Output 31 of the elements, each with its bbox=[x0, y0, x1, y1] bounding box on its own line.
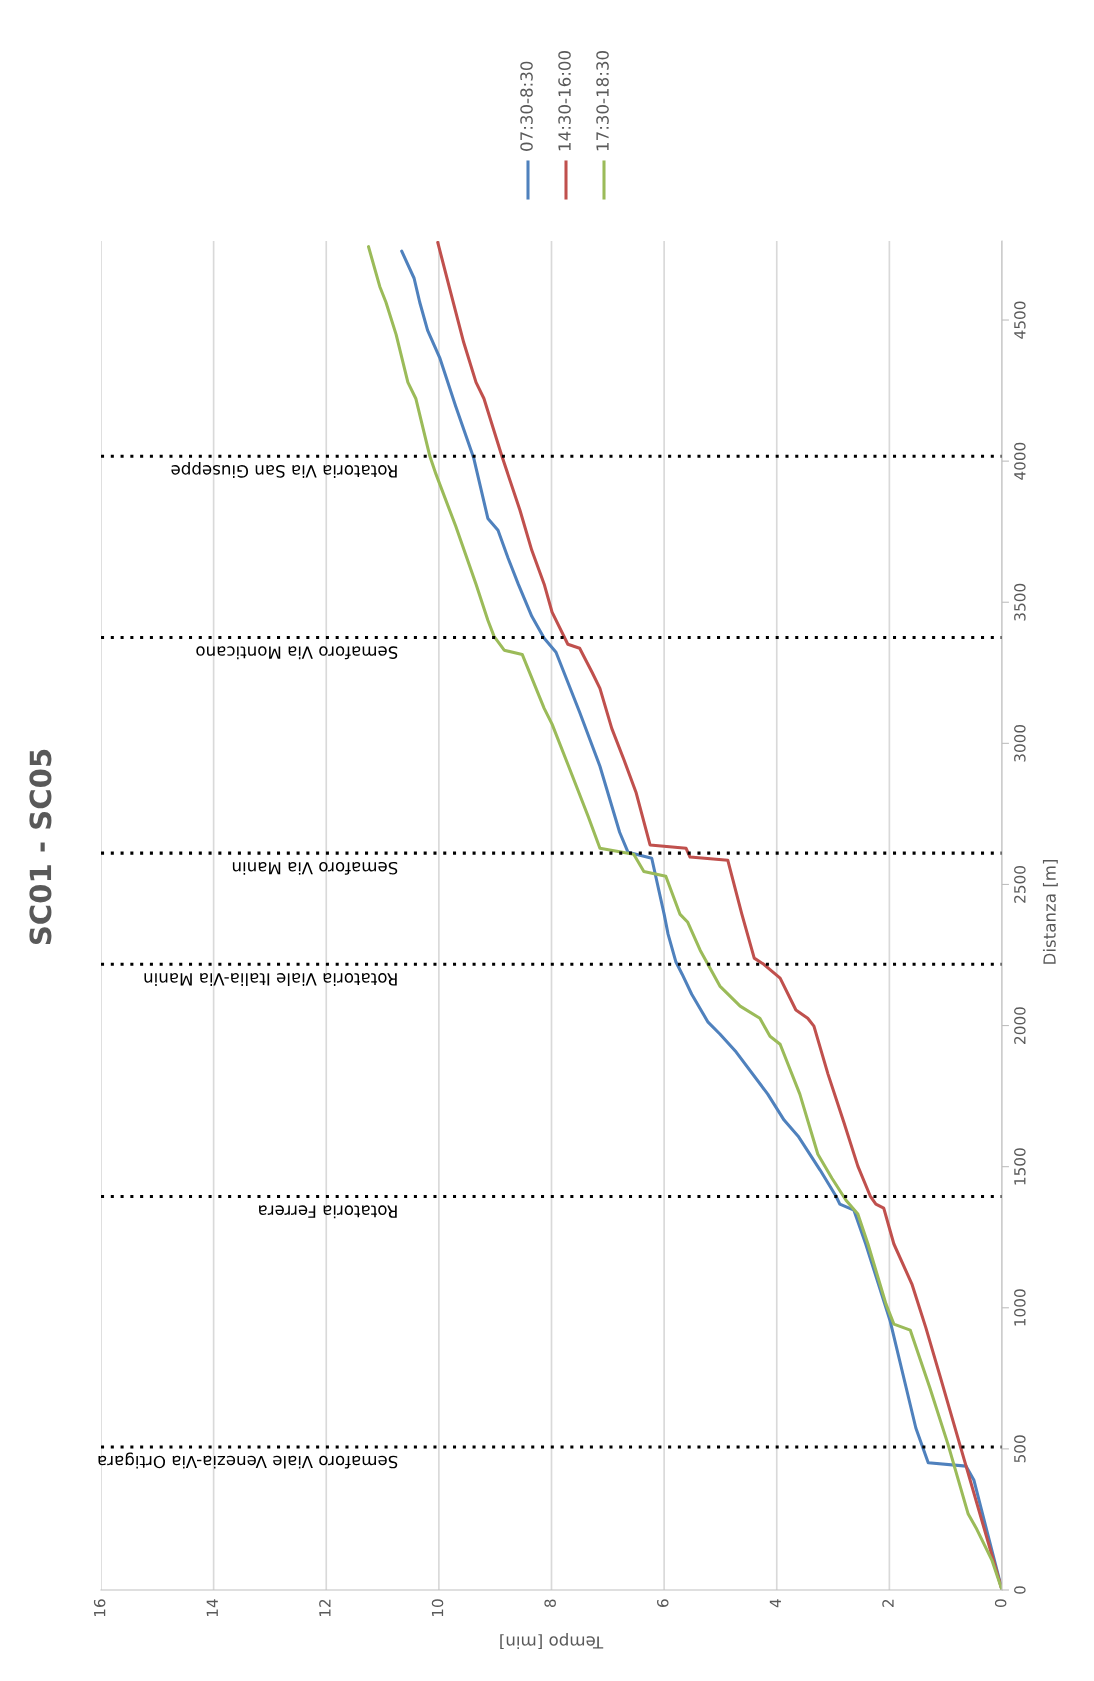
ref-line-label: Rotatoria Via San Giuseppe bbox=[171, 461, 397, 479]
ref-line-label: Semaforo Viale Venezia-Via Ortigara bbox=[98, 1452, 398, 1469]
y-tick-label: 0 bbox=[1014, 1586, 1026, 1594]
x-tick-label: 10 bbox=[431, 1599, 444, 1617]
x-tick-label: 2 bbox=[882, 1599, 894, 1607]
text: SC01 - SC05 bbox=[29, 749, 52, 945]
x-tick-label: 12 bbox=[319, 1599, 331, 1617]
x-tick-label: 16 bbox=[93, 1599, 106, 1617]
text: 17:30-18:30 bbox=[596, 51, 609, 151]
y-tick-label: 500 bbox=[1014, 1435, 1026, 1463]
x-tick-label: 14 bbox=[206, 1599, 218, 1617]
x-tick-label: 4 bbox=[769, 1599, 781, 1608]
x-tick-label: 6 bbox=[657, 1599, 669, 1607]
y-tick-label: 3000 bbox=[1014, 724, 1026, 762]
y-tick-label: 1000 bbox=[1014, 1289, 1026, 1326]
y-tick-label: 3500 bbox=[1014, 583, 1026, 621]
y-tick-label: 4500 bbox=[1014, 301, 1026, 339]
text: 14:30-16:00 bbox=[558, 51, 571, 151]
ref-line-label: Rotatoria Ferrera bbox=[259, 1205, 397, 1219]
x-tick-label: 8 bbox=[544, 1599, 556, 1608]
ref-line-label: Semaforo Via Manin bbox=[232, 861, 398, 875]
y-tick-label: 2500 bbox=[1014, 866, 1026, 903]
x-axis-title: Tempo [min] bbox=[500, 1632, 604, 1650]
ref-line-label: Rotatoria Viale Italia-Via Manin bbox=[144, 973, 397, 987]
y-tick-label: 1500 bbox=[1014, 1148, 1026, 1185]
x-tick-label: 0 bbox=[994, 1599, 1007, 1608]
y-axis-title: Distanza [m] bbox=[1042, 859, 1058, 964]
text: 07:30-8:30 bbox=[520, 61, 533, 151]
y-tick-label: 4000 bbox=[1014, 442, 1026, 480]
ref-line-label: Semaforo Via Monticano bbox=[196, 646, 398, 660]
y-tick-label: 2000 bbox=[1014, 1007, 1026, 1044]
